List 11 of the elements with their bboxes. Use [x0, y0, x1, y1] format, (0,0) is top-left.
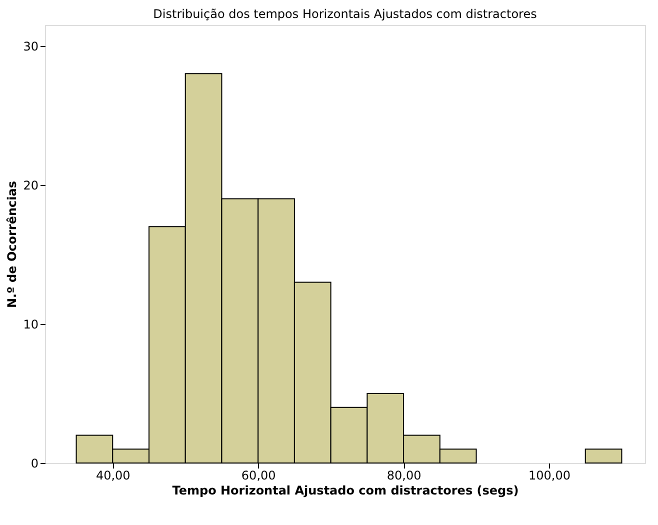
y-tick-label: 30 — [23, 39, 38, 54]
y-tick-label: 20 — [23, 178, 38, 192]
y-tick-label: 10 — [23, 317, 38, 332]
y-axis-title: N.º de Ocorrências — [5, 181, 20, 308]
x-tick-label: 100,00 — [528, 468, 570, 482]
x-tick-label: 80,00 — [386, 468, 422, 482]
x-tick-label: 40,00 — [96, 468, 130, 482]
y-tick-label: 0 — [30, 456, 38, 470]
x-axis-title: Tempo Horizontal Ajustado com distractores (segs) — [172, 484, 519, 498]
x-tick-label: 60,00 — [241, 468, 276, 482]
chart-title: Distribuição dos tempos Horizontais Ajustados com distractores — [153, 7, 537, 21]
